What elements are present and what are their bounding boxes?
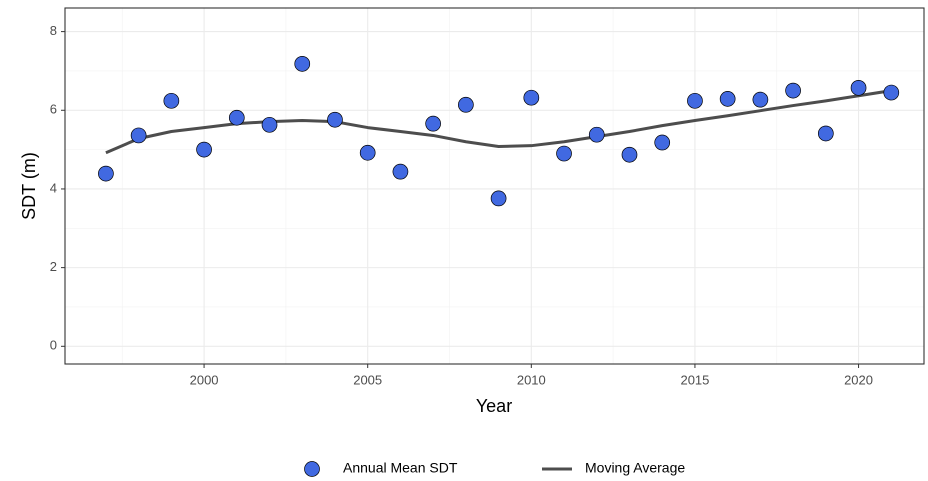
data-point (785, 82, 801, 99)
moving-average-line (105, 89, 892, 155)
y-tick-label: 2 (50, 259, 57, 274)
data-point (130, 127, 147, 144)
y-tick-label: 4 (50, 180, 57, 195)
data-point (687, 92, 703, 109)
x-tick-label: 2015 (680, 372, 709, 387)
data-point (883, 84, 900, 101)
data-point (850, 80, 867, 96)
x-tick-label: 2000 (190, 372, 219, 387)
data-point (752, 91, 769, 108)
data-point (458, 96, 474, 113)
data-point (719, 91, 736, 107)
data-point (556, 145, 572, 162)
data-point (621, 146, 638, 163)
x-tick-label: 2005 (353, 372, 382, 387)
data-point (163, 92, 180, 109)
y-tick-label: 6 (50, 102, 57, 117)
data-point (425, 115, 441, 132)
y-tick-label: 0 (50, 338, 57, 353)
y-tick-label: 8 (50, 23, 57, 38)
data-point (392, 163, 409, 180)
legend-label: Moving Average (585, 460, 685, 476)
data-point (588, 126, 605, 143)
data-point (523, 89, 540, 106)
data-point (654, 134, 671, 151)
x-tick-label: 2020 (844, 372, 873, 387)
y-axis-title: SDT (m) (19, 152, 39, 220)
data-point (294, 56, 311, 72)
data-point (327, 111, 343, 128)
data-point (228, 109, 245, 126)
panel-border (64, 7, 925, 365)
data-point (817, 125, 834, 142)
x-axis-title: Year (476, 396, 512, 416)
data-point (261, 116, 278, 133)
legend-key (304, 461, 320, 477)
legend-label: Annual Mean SDT (343, 460, 458, 476)
data-point (98, 165, 114, 182)
data-point (490, 190, 507, 207)
data-point (196, 141, 212, 158)
data-point (359, 144, 376, 161)
x-tick-label: 2010 (517, 372, 546, 387)
